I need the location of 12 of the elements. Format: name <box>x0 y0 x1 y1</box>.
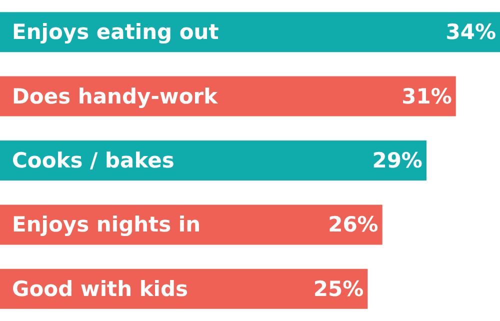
data-label: 25% <box>313 276 364 301</box>
y-tick-label: Enjoys nights in <box>12 212 201 237</box>
y-tick-label: Cooks / bakes <box>12 148 174 172</box>
y-tick-label: Enjoys eating out <box>12 20 219 44</box>
y-tick-label: Good with kids <box>12 276 188 301</box>
data-label: 34% <box>446 20 496 44</box>
y-tick-label: Does handy-work <box>12 84 219 108</box>
data-label: 29% <box>372 148 422 172</box>
data-label: 26% <box>328 212 378 237</box>
data-label: 31% <box>402 84 452 108</box>
bar <box>0 140 426 180</box>
bar <box>0 12 500 52</box>
